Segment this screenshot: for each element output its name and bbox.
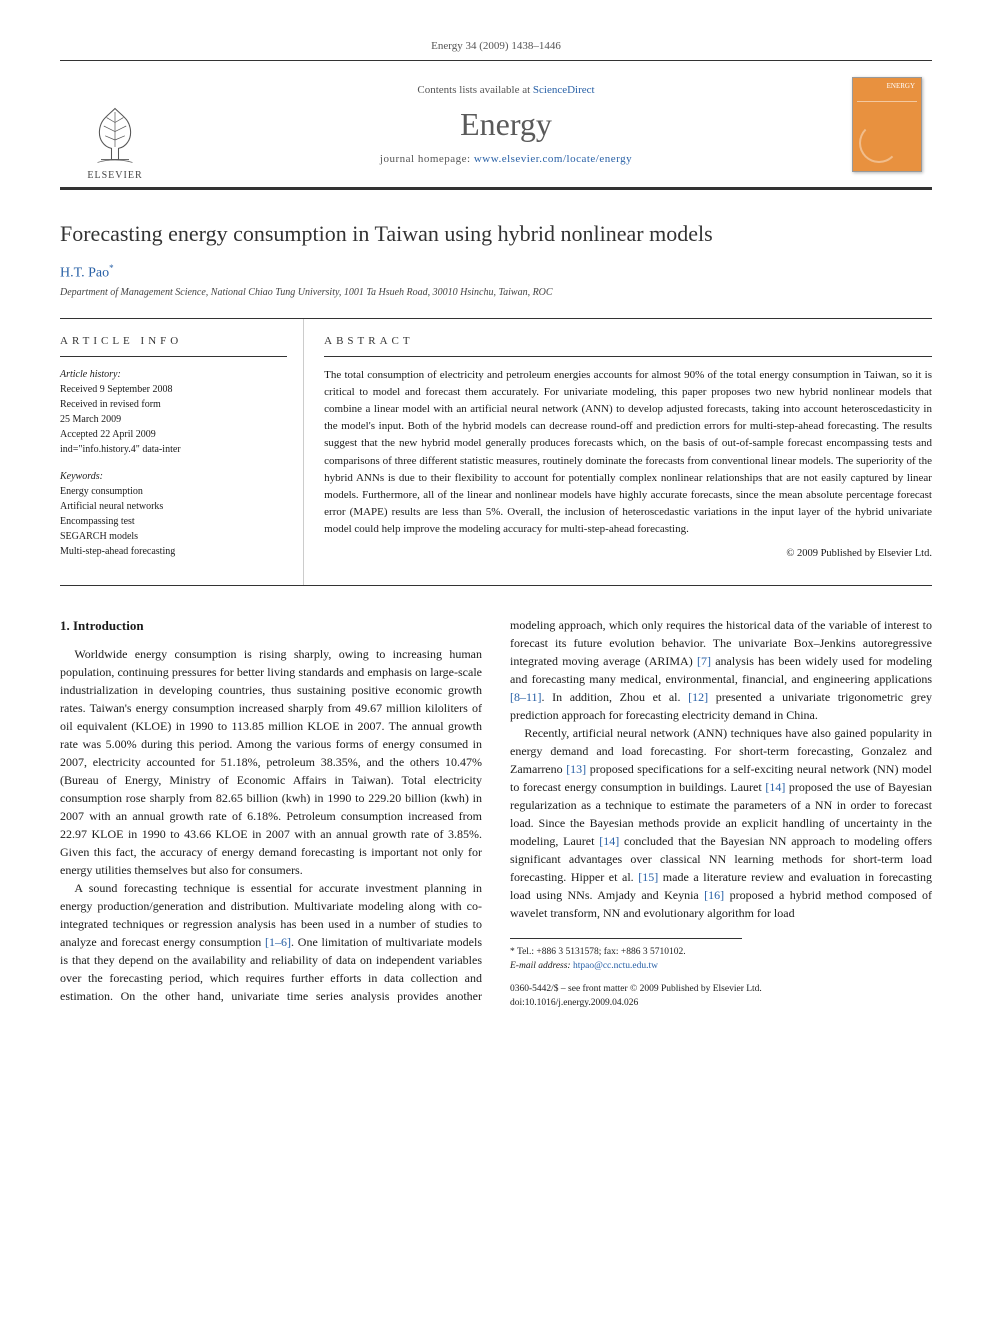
history-line: Accepted 22 April 2009 [60, 427, 287, 442]
keyword: SEGARCH models [60, 529, 287, 544]
homepage-prefix: journal homepage: [380, 153, 474, 165]
keyword: Energy consumption [60, 484, 287, 499]
email-label: E-mail address: [510, 961, 573, 971]
cover-thumb-container: ENERGY [842, 61, 932, 187]
citation-link[interactable]: [15] [638, 870, 658, 884]
body-paragraph: Worldwide energy consumption is rising s… [60, 645, 482, 879]
citation-link[interactable]: [14] [765, 780, 785, 794]
history-line: Received 9 September 2008 [60, 382, 287, 397]
article-info-label: ARTICLE INFO [60, 333, 287, 357]
author-line: H.T. Pao* [60, 263, 932, 282]
front-matter-line: 0360-5442/$ – see front matter © 2009 Pu… [510, 983, 932, 996]
footnote-block: * Tel.: +886 3 5131578; fax: +886 3 5710… [510, 938, 742, 974]
article-title: Forecasting energy consumption in Taiwan… [60, 220, 932, 249]
citation-link[interactable]: [12] [688, 690, 708, 704]
journal-homepage-line: journal homepage: www.elsevier.com/locat… [380, 153, 632, 165]
citation-link[interactable]: [7] [697, 654, 711, 668]
journal-masthead: ELSEVIER Contents lists available at Sci… [60, 60, 932, 190]
journal-cover-thumbnail[interactable]: ENERGY [852, 77, 922, 172]
author-link[interactable]: H.T. Pao [60, 265, 109, 280]
info-abstract-row: ARTICLE INFO Article history: Received 9… [60, 318, 932, 586]
affiliation: Department of Management Science, Nation… [60, 287, 932, 298]
email-link[interactable]: htpao@cc.nctu.edu.tw [573, 961, 658, 971]
body-two-column: 1. Introduction Worldwide energy consump… [60, 616, 932, 1010]
abstract-text: The total consumption of electricity and… [324, 367, 932, 537]
history-label: Article history: [60, 367, 287, 382]
contents-available-line: Contents lists available at ScienceDirec… [417, 84, 594, 96]
corresponding-footnote: * Tel.: +886 3 5131578; fax: +886 3 5710… [510, 945, 742, 959]
sciencedirect-link[interactable]: ScienceDirect [533, 84, 595, 96]
abstract-copyright: © 2009 Published by Elsevier Ltd. [324, 546, 932, 562]
doi-block: 0360-5442/$ – see front matter © 2009 Pu… [510, 983, 932, 1010]
publisher-block: ELSEVIER [60, 61, 170, 187]
header-citation: Energy 34 (2009) 1438–1446 [60, 40, 932, 52]
cover-swirl-graphic [859, 123, 899, 163]
elsevier-tree-logo [80, 98, 150, 168]
history-line: Received in revised form [60, 397, 287, 412]
keywords-label: Keywords: [60, 469, 287, 484]
citation-link[interactable]: [16] [704, 888, 724, 902]
keyword: Artificial neural networks [60, 499, 287, 514]
keyword: Encompassing test [60, 514, 287, 529]
contents-prefix: Contents lists available at [417, 84, 532, 96]
article-info-column: ARTICLE INFO Article history: Received 9… [60, 319, 304, 585]
citation-link[interactable]: [8–11] [510, 690, 542, 704]
history-line: 25 March 2009 [60, 412, 287, 427]
article-history-block: Article history: Received 9 September 20… [60, 367, 287, 457]
doi-line: doi:10.1016/j.energy.2009.04.026 [510, 997, 932, 1010]
journal-homepage-link[interactable]: www.elsevier.com/locate/energy [474, 153, 632, 165]
body-paragraph: Recently, artificial neural network (ANN… [510, 724, 932, 922]
masthead-center: Contents lists available at ScienceDirec… [170, 61, 842, 187]
abstract-label: ABSTRACT [324, 333, 932, 357]
keyword: Multi-step-ahead forecasting [60, 544, 287, 559]
abstract-column: ABSTRACT The total consumption of electr… [304, 319, 932, 585]
journal-title: Energy [460, 106, 552, 143]
section-heading-introduction: 1. Introduction [60, 616, 482, 636]
p2-text-d: . In addition, Zhou et al. [542, 690, 689, 704]
citation-link[interactable]: [13] [566, 762, 586, 776]
p1-text: Worldwide energy consumption is rising s… [60, 647, 482, 877]
cover-label: ENERGY [857, 82, 917, 102]
citation-link[interactable]: [14] [599, 834, 619, 848]
keywords-block: Keywords: Energy consumption Artificial … [60, 469, 287, 559]
citation-link[interactable]: [1–6] [265, 935, 291, 949]
email-footnote: E-mail address: htpao@cc.nctu.edu.tw [510, 959, 742, 973]
page-container: Energy 34 (2009) 1438–1446 ELSEVIER Cont… [0, 0, 992, 1040]
publisher-label: ELSEVIER [87, 170, 142, 181]
corresponding-marker[interactable]: * [109, 263, 114, 273]
